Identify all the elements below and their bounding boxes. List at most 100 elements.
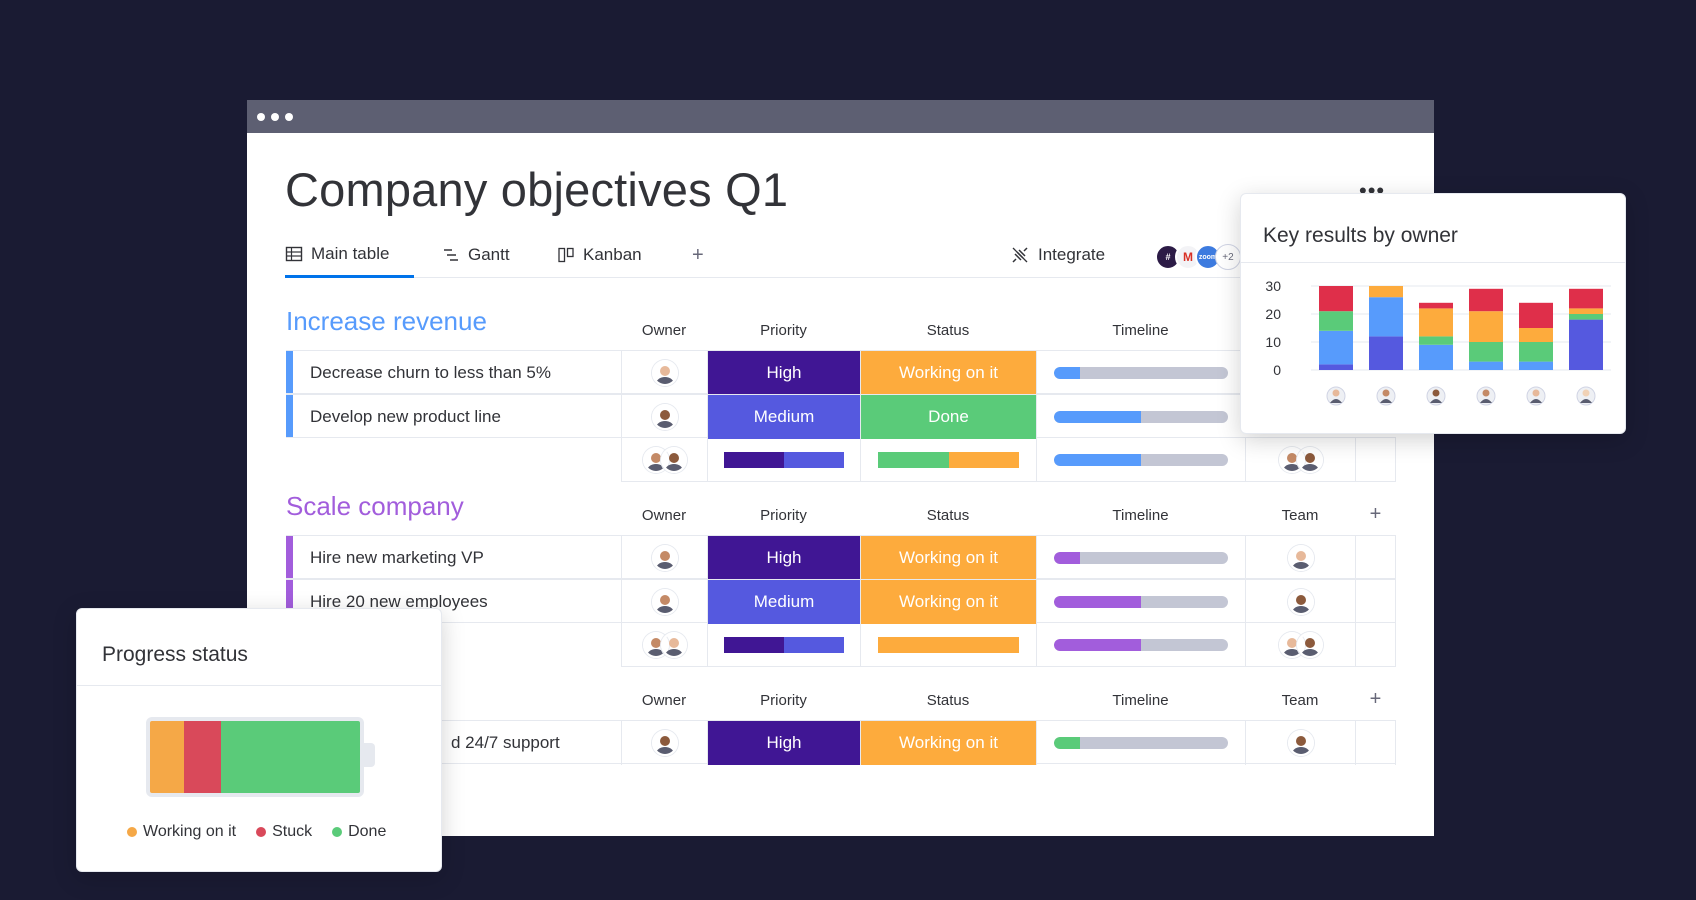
group-color-bar: [286, 395, 293, 437]
item-name[interactable]: Decrease churn to less than 5%: [310, 363, 551, 382]
avatar: [651, 545, 678, 571]
timeline-cell[interactable]: [1036, 721, 1245, 765]
timeline-progress: [1054, 552, 1081, 564]
status-cell[interactable]: Working on it: [860, 536, 1036, 580]
column-header-status: Status: [926, 322, 970, 339]
chart-card-title: Key results by owner: [1241, 194, 1625, 263]
owner-cell[interactable]: [621, 395, 707, 439]
column-header-priority: Priority: [760, 322, 807, 339]
timeline-summary: [1036, 438, 1245, 482]
status-cell[interactable]: Done: [860, 395, 1036, 439]
tab-kanban[interactable]: Kanban: [557, 238, 642, 278]
add-column-button[interactable]: +: [1369, 503, 1382, 525]
y-tick-label: 0: [1273, 362, 1281, 378]
chart-bar-segment: [1469, 311, 1503, 342]
team-summary: [1245, 438, 1355, 482]
table-row[interactable]: Develop new product line Medium Done: [286, 394, 1396, 439]
owner-avatar-icon: [1576, 386, 1596, 406]
table-row[interactable]: Hire 20 new employees Medium Working on …: [286, 579, 1396, 624]
table-row[interactable]: Decrease churn to less than 5% High Work…: [286, 350, 1396, 395]
priority-cell[interactable]: Medium: [707, 395, 860, 439]
status-summary: [860, 623, 1036, 667]
avatar: [651, 589, 678, 615]
owner-cell[interactable]: [621, 580, 707, 624]
timeline-bar: [1054, 596, 1228, 608]
team-cell[interactable]: [1245, 536, 1355, 580]
priority-label: High: [708, 721, 860, 765]
timeline-cell[interactable]: [1036, 536, 1245, 580]
priority-cell[interactable]: Medium: [707, 580, 860, 624]
group-color-bar: [286, 351, 293, 393]
owner-cell[interactable]: [621, 721, 707, 765]
chart-bar-segment: [1519, 342, 1553, 362]
battery-segment: [150, 721, 184, 793]
chart-bar-segment: [1569, 288, 1603, 309]
status-cell[interactable]: Working on it: [860, 351, 1036, 395]
kanban-icon: [558, 247, 574, 263]
item-name[interactable]: Hire new marketing VP: [310, 548, 484, 567]
avatar: [1287, 730, 1314, 756]
legend-label: Stuck: [272, 823, 313, 840]
avatar: [1287, 589, 1314, 615]
tab-label: Main table: [311, 243, 390, 263]
integrate-button[interactable]: Integrate: [1010, 238, 1105, 278]
add-column-button[interactable]: +: [1369, 688, 1382, 710]
status-cell[interactable]: Working on it: [860, 580, 1036, 624]
progress-battery: [146, 717, 364, 797]
window-titlebar: [247, 100, 1434, 133]
timeline-cell[interactable]: [1036, 351, 1245, 395]
timeline-cell[interactable]: [1036, 580, 1245, 624]
add-column-cell: [1355, 438, 1396, 482]
y-tick-label: 10: [1265, 334, 1281, 350]
tab-main-table[interactable]: Main table: [285, 238, 414, 278]
timeline-summary: [1036, 623, 1245, 667]
item-name[interactable]: Hire 20 new employees: [310, 592, 488, 611]
group-title[interactable]: Increase revenue: [286, 306, 487, 336]
column-header-owner: Owner: [641, 322, 687, 339]
table-row[interactable]: d 24/7 support High Working on it: [286, 720, 1396, 765]
chart-bar-segment: [1469, 342, 1503, 362]
priority-cell[interactable]: High: [707, 721, 860, 765]
timeline-cell[interactable]: [1036, 395, 1245, 439]
team-cell[interactable]: [1245, 580, 1355, 624]
table-row[interactable]: Hire new marketing VP High Working on it: [286, 535, 1396, 580]
owner-avatar-icon: [1426, 386, 1446, 406]
item-name[interactable]: Develop new product line: [310, 407, 501, 426]
add-view-button[interactable]: +: [692, 243, 704, 266]
legend-dot-icon: [127, 827, 137, 837]
avatar: [651, 730, 678, 756]
owner-cell[interactable]: [621, 536, 707, 580]
priority-cell[interactable]: High: [707, 536, 860, 580]
status-label: Working on it: [861, 536, 1036, 580]
chart-bar-segment: [1369, 286, 1403, 298]
status-cell[interactable]: Working on it: [860, 721, 1036, 765]
chart-bar-segment: [1419, 336, 1453, 345]
legend-label: Done: [348, 823, 387, 840]
progress-legend: Working on it Stuck Done: [127, 823, 386, 841]
battery-segment: [183, 721, 222, 793]
group-color-bar: [286, 536, 293, 578]
key-results-chart: 30 20 10 0: [1265, 278, 1611, 406]
timeline-bar: [1054, 737, 1228, 749]
owner-cell[interactable]: [621, 351, 707, 395]
chart-bar-segment: [1519, 328, 1553, 342]
item-name[interactable]: d 24/7 support: [451, 733, 560, 752]
chart-bar-segment: [1569, 319, 1603, 370]
timeline-progress: [1054, 454, 1141, 466]
column-header-timeline: Timeline: [1112, 322, 1169, 339]
team-cell[interactable]: [1245, 721, 1355, 765]
timeline-bar: [1054, 411, 1228, 423]
tab-label: Kanban: [583, 245, 642, 264]
timeline-progress: [1054, 737, 1081, 749]
tab-gantt[interactable]: Gantt: [442, 238, 510, 278]
more-integrations-badge: +2: [1215, 244, 1241, 270]
legend-dot-icon: [256, 827, 267, 837]
priority-label: Medium: [708, 395, 860, 439]
status-label: Working on it: [861, 721, 1036, 765]
column-header-owner: Owner: [641, 692, 687, 709]
priority-cell[interactable]: High: [707, 351, 860, 395]
timeline-progress: [1054, 639, 1141, 651]
integration-icons[interactable]: # M zoom +2: [1155, 244, 1241, 270]
group-title[interactable]: Scale company: [286, 491, 464, 521]
add-column-cell: [1355, 580, 1396, 624]
